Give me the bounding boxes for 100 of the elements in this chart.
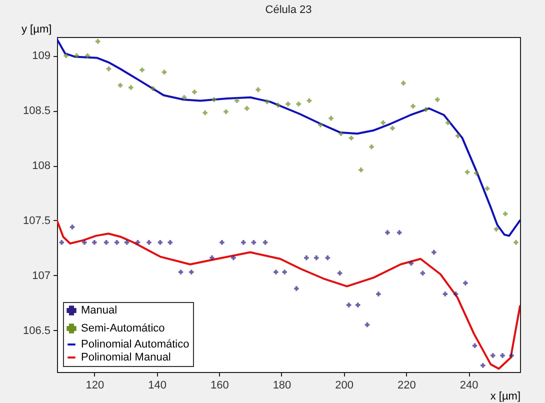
point — [338, 131, 344, 136]
x-tick-label: 140 — [148, 380, 166, 392]
point — [318, 122, 323, 128]
point — [70, 224, 75, 230]
point — [140, 68, 144, 72]
point — [294, 286, 299, 291]
point — [114, 240, 120, 245]
point — [182, 95, 187, 100]
point — [304, 255, 309, 260]
point — [480, 363, 486, 368]
point — [274, 270, 278, 274]
point — [189, 270, 194, 274]
line-series — [57, 38, 520, 237]
point — [224, 109, 228, 114]
point — [514, 240, 518, 245]
point — [314, 255, 319, 260]
point — [234, 98, 240, 104]
point — [474, 170, 479, 176]
point — [456, 134, 460, 138]
x-tick-label: 220 — [398, 380, 416, 392]
point — [420, 270, 426, 276]
x-tick-label: 200 — [335, 380, 354, 392]
point — [328, 116, 334, 121]
point — [96, 39, 100, 44]
point — [85, 53, 90, 58]
point — [212, 97, 216, 102]
point — [241, 240, 246, 245]
point — [59, 240, 64, 245]
point — [346, 302, 352, 308]
point — [244, 106, 250, 111]
line-series — [57, 219, 520, 370]
point — [296, 102, 301, 106]
point — [150, 86, 156, 91]
x-axis-title: x [µm] — [490, 390, 520, 402]
point — [442, 292, 448, 296]
point — [168, 240, 173, 245]
point — [337, 270, 342, 276]
x-tick-label: 180 — [272, 380, 292, 392]
point — [74, 53, 79, 58]
point — [453, 292, 458, 296]
point — [369, 144, 374, 150]
point — [282, 270, 287, 274]
point — [503, 211, 508, 216]
point — [256, 87, 260, 92]
point — [356, 302, 360, 308]
point — [380, 120, 386, 126]
point — [410, 104, 416, 109]
point — [64, 53, 68, 58]
legend-label: Polinomial Manual — [81, 352, 171, 364]
point — [106, 66, 112, 72]
x-tick-label: 120 — [86, 380, 104, 392]
point — [435, 97, 440, 102]
point — [192, 90, 197, 94]
point — [509, 353, 514, 358]
point — [178, 270, 184, 274]
point — [202, 110, 208, 116]
legend-label: Semi-Automático — [81, 322, 165, 334]
x-tick-label: 240 — [460, 380, 478, 392]
point — [220, 240, 224, 245]
point — [490, 353, 496, 358]
point — [385, 230, 390, 235]
point — [118, 82, 123, 88]
legend-label: Manual — [81, 304, 118, 316]
point — [276, 102, 280, 108]
point — [390, 126, 395, 131]
point — [128, 85, 134, 90]
point — [401, 80, 406, 86]
y-tick-label: 107 — [32, 270, 50, 282]
point — [325, 255, 330, 260]
legend-label: Polinomial Automático — [81, 338, 190, 350]
point — [464, 170, 470, 174]
point — [348, 136, 354, 140]
point — [472, 343, 478, 348]
point — [262, 240, 268, 245]
y-tick-label: 107.5 — [22, 214, 50, 227]
point — [446, 120, 450, 126]
point — [251, 240, 256, 245]
point — [358, 168, 364, 172]
point — [286, 102, 290, 106]
chart-title: Célula 23 — [265, 4, 312, 16]
point — [146, 240, 152, 245]
point — [376, 292, 381, 296]
y-tick-label: 106.5 — [22, 324, 50, 337]
point — [124, 240, 130, 245]
point — [92, 240, 97, 245]
point — [408, 260, 414, 266]
point — [396, 230, 402, 235]
y-tick-label: 108 — [32, 160, 50, 172]
point — [463, 280, 468, 286]
y-tick-label: 109 — [32, 50, 50, 62]
point — [104, 240, 109, 245]
x-tick-label: 160 — [210, 380, 229, 392]
point — [264, 99, 270, 104]
point — [423, 107, 428, 112]
y-tick-label: 108.5 — [22, 105, 50, 118]
point — [432, 250, 436, 255]
point — [500, 353, 505, 358]
point — [82, 240, 87, 245]
point — [210, 255, 214, 260]
point — [162, 70, 167, 74]
